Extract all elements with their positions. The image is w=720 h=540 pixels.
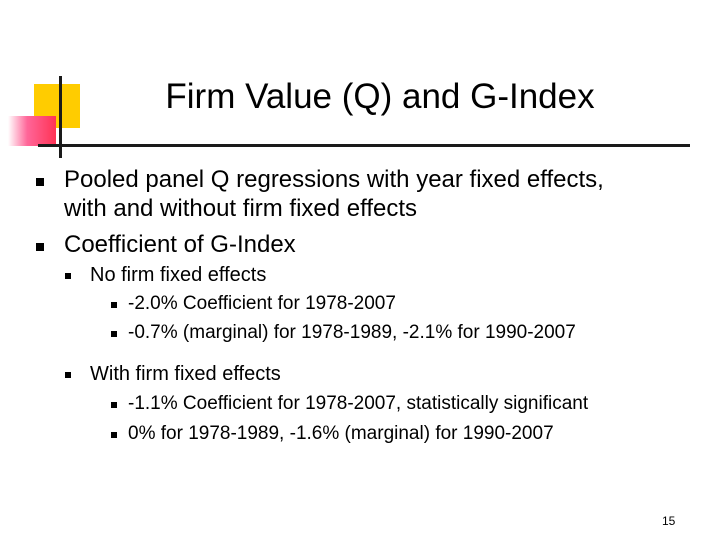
bullet-text: -2.0% Coefficient for 1978-2007 xyxy=(128,293,396,314)
square-bullet-icon xyxy=(36,178,44,186)
square-bullet-icon xyxy=(111,402,117,408)
bullet-text: No firm fixed effects xyxy=(90,264,267,286)
logo-vertical-line xyxy=(59,76,62,158)
square-bullet-icon xyxy=(111,331,117,337)
bullet-text: -1.1% Coefficient for 1978-2007, statist… xyxy=(128,393,589,414)
square-bullet-icon xyxy=(65,273,71,279)
bullet-text: Pooled panel Q regressions with year fix… xyxy=(64,166,604,193)
bullet-text: Coefficient of G-Index xyxy=(64,231,296,258)
bullet-text: With firm fixed effects xyxy=(90,363,281,385)
bullet-text: 0% for 1978-1989, -1.6% (marginal) for 1… xyxy=(128,423,554,444)
square-bullet-icon xyxy=(36,243,44,251)
slide-title: Firm Value (Q) and G-Index xyxy=(165,77,595,116)
bullet-text: -0.7% (marginal) for 1978-1989, -2.1% fo… xyxy=(128,322,576,343)
square-bullet-icon xyxy=(65,372,71,378)
square-bullet-icon xyxy=(111,302,117,308)
title-underline xyxy=(38,144,690,147)
page-number: 15 xyxy=(662,514,676,528)
logo-red-bar xyxy=(8,116,56,146)
bullet-text-continued: with and without firm fixed effects xyxy=(64,195,418,222)
square-bullet-icon xyxy=(111,432,117,438)
